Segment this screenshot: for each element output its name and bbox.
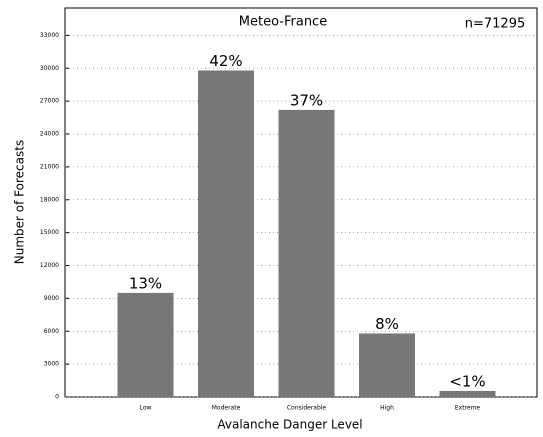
bar <box>117 292 174 397</box>
y-axis-label: Number of Forecasts <box>13 140 27 264</box>
y-tick-label: 0 <box>55 394 59 401</box>
x-tick-label: Considerable <box>287 405 327 412</box>
bar <box>198 70 254 397</box>
y-tick-label: 12000 <box>40 262 59 269</box>
y-tick-label: 3000 <box>44 361 59 368</box>
y-tick-label: 6000 <box>44 328 59 335</box>
chart-title: Meteo-France <box>239 15 327 30</box>
x-tick-label: Moderate <box>212 405 241 412</box>
y-tick-label: 24000 <box>40 131 59 138</box>
y-tick-label: 21000 <box>40 163 59 170</box>
y-tick-label: 30000 <box>40 65 59 72</box>
x-tick-label: High <box>380 405 394 412</box>
y-tick-label: 27000 <box>40 98 59 105</box>
x-tick-label: Low <box>140 405 152 412</box>
percent-label: 13% <box>129 274 162 292</box>
y-tick-label: 9000 <box>44 295 59 302</box>
y-tick-label: 18000 <box>40 196 59 203</box>
percent-label: 42% <box>209 52 242 70</box>
bar <box>278 109 335 397</box>
sample-size: n=71295 <box>465 17 526 32</box>
y-tick-label: 33000 <box>40 32 59 39</box>
percent-label: <1% <box>449 372 485 390</box>
percent-label: 8% <box>375 315 399 333</box>
percent-label: 37% <box>290 91 323 109</box>
x-tick-label: Extreme <box>455 405 481 412</box>
bar <box>439 390 496 397</box>
x-axis-label: Avalanche Danger Level <box>217 418 362 432</box>
bar <box>359 333 415 397</box>
y-tick-label: 15000 <box>40 229 59 236</box>
